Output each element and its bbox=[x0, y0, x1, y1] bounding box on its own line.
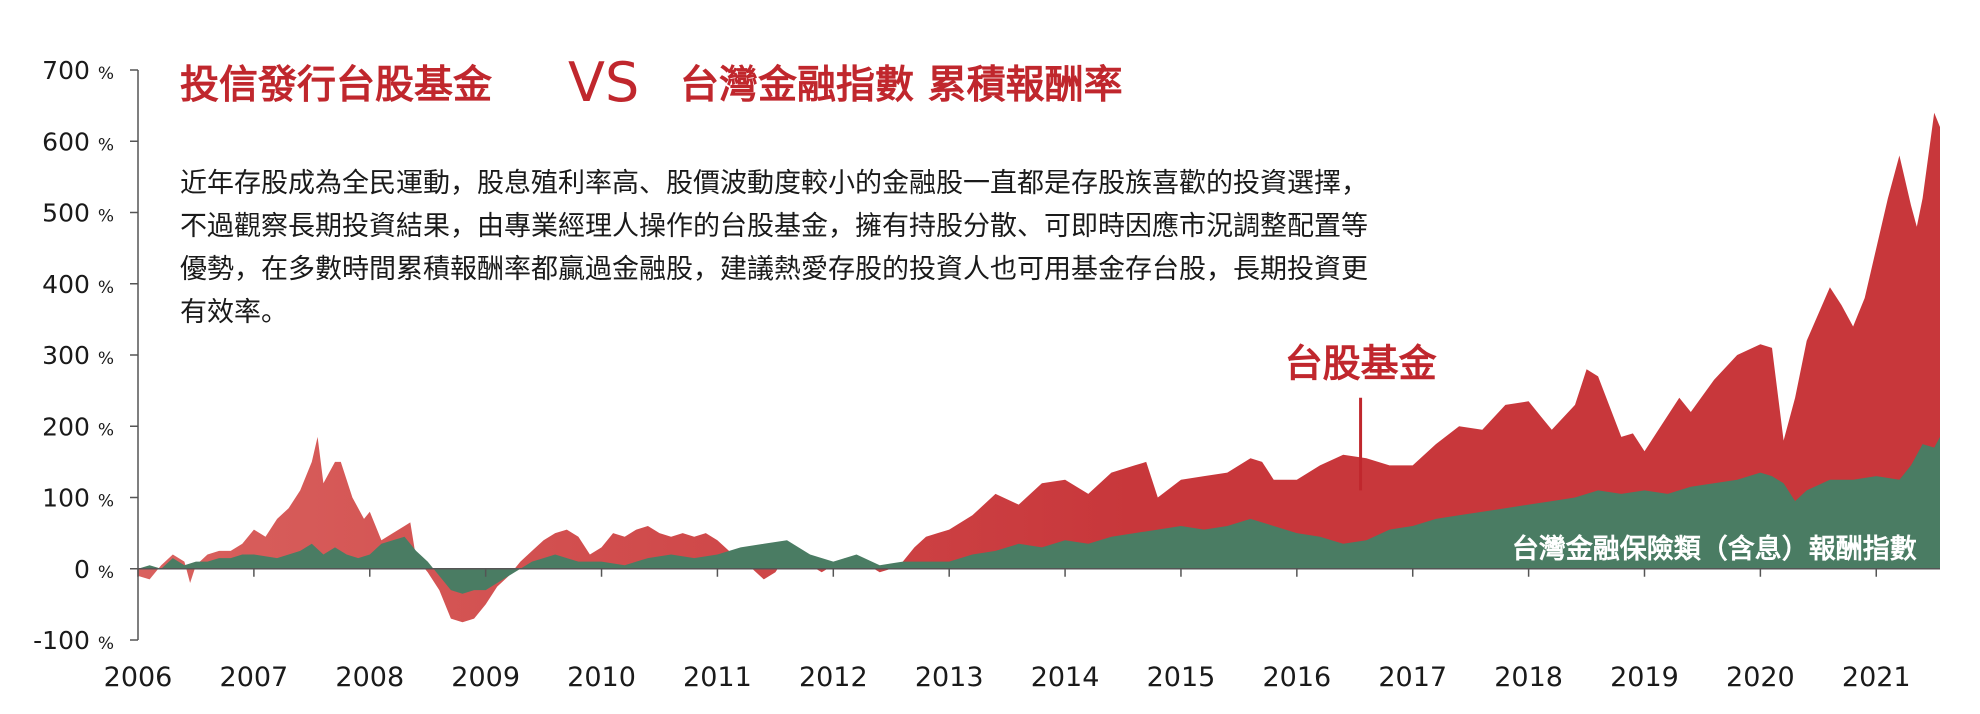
y-tick-label: -100 % bbox=[33, 626, 114, 655]
y-tick-label: 500 % bbox=[42, 199, 114, 228]
fund-area-series bbox=[138, 112, 1940, 623]
y-tick-label: 0 % bbox=[74, 555, 114, 584]
y-tick-label: 100 % bbox=[42, 484, 114, 513]
x-tick-label: 2011 bbox=[683, 662, 752, 693]
x-tick-label: 2015 bbox=[1147, 662, 1216, 693]
chart-title: 投信發行台股基金 VS 台灣金融指數 累積報酬率 bbox=[180, 51, 1123, 114]
y-tick-label: 600 % bbox=[42, 127, 114, 156]
description-line-3: 優勢，在多數時間累積報酬率都贏過金融股，建議熱愛存股的投資人也可用基金存台股，長… bbox=[180, 254, 1368, 285]
description-line-2: 不過觀察長期投資結果，由專業經理人操作的台股基金，擁有持股分散、可即時因應市況調… bbox=[180, 211, 1368, 242]
x-tick-label: 2006 bbox=[104, 662, 173, 693]
x-tick-label: 2017 bbox=[1378, 662, 1447, 693]
fund-series-label: 台股基金 bbox=[1285, 341, 1438, 385]
y-tick-label: 300 % bbox=[42, 341, 114, 370]
chart-title-right: 台灣金融指數 累積報酬率 bbox=[680, 63, 1123, 108]
description-line-1: 近年存股成為全民運動，股息殖利率高、股價波動度較小的金融股一直都是存股族喜歡的投… bbox=[180, 168, 1368, 199]
x-tick-label: 2009 bbox=[451, 662, 520, 693]
x-tick-label: 2012 bbox=[799, 662, 868, 693]
y-tick-label: 400 % bbox=[42, 270, 114, 299]
index-series-label: 台灣金融保險類（含息）報酬指數 bbox=[1512, 533, 1917, 565]
x-tick-label: 2021 bbox=[1842, 662, 1911, 693]
plot-area: 700 % 600 % 500 % 400 % 300 % 200 % 100 % 0 % -1… bbox=[33, 56, 1940, 693]
x-tick-label: 2019 bbox=[1610, 662, 1679, 693]
description-line-4: 有效率。 bbox=[180, 297, 288, 328]
chart-title-vs: VS bbox=[568, 51, 639, 114]
x-tick-label: 2018 bbox=[1494, 662, 1563, 693]
description-text: 近年存股成為全民運動，股息殖利率高、股價波動度較小的金融股一直都是存股族喜歡的投… bbox=[180, 168, 1368, 328]
x-tick-label: 2016 bbox=[1262, 662, 1331, 693]
x-axis-ticks: 2006 2007 2008 2009 2010 2011 2012 2013 2014 2015… bbox=[104, 568, 1911, 693]
x-tick-label: 2007 bbox=[220, 662, 289, 693]
x-tick-label: 2020 bbox=[1726, 662, 1795, 693]
x-tick-label: 2014 bbox=[1031, 662, 1100, 693]
y-tick-label: 200 % bbox=[42, 412, 114, 441]
y-axis-ticks: 700 % 600 % 500 % 400 % 300 % 200 % 100 % 0 % -1… bbox=[33, 56, 138, 655]
chart-title-left: 投信發行台股基金 bbox=[180, 63, 493, 108]
y-tick-label: 700 % bbox=[42, 56, 114, 85]
x-tick-label: 2013 bbox=[915, 662, 984, 693]
x-tick-label: 2008 bbox=[335, 662, 404, 693]
index-area-series bbox=[138, 436, 1940, 594]
x-tick-label: 2010 bbox=[567, 662, 636, 693]
